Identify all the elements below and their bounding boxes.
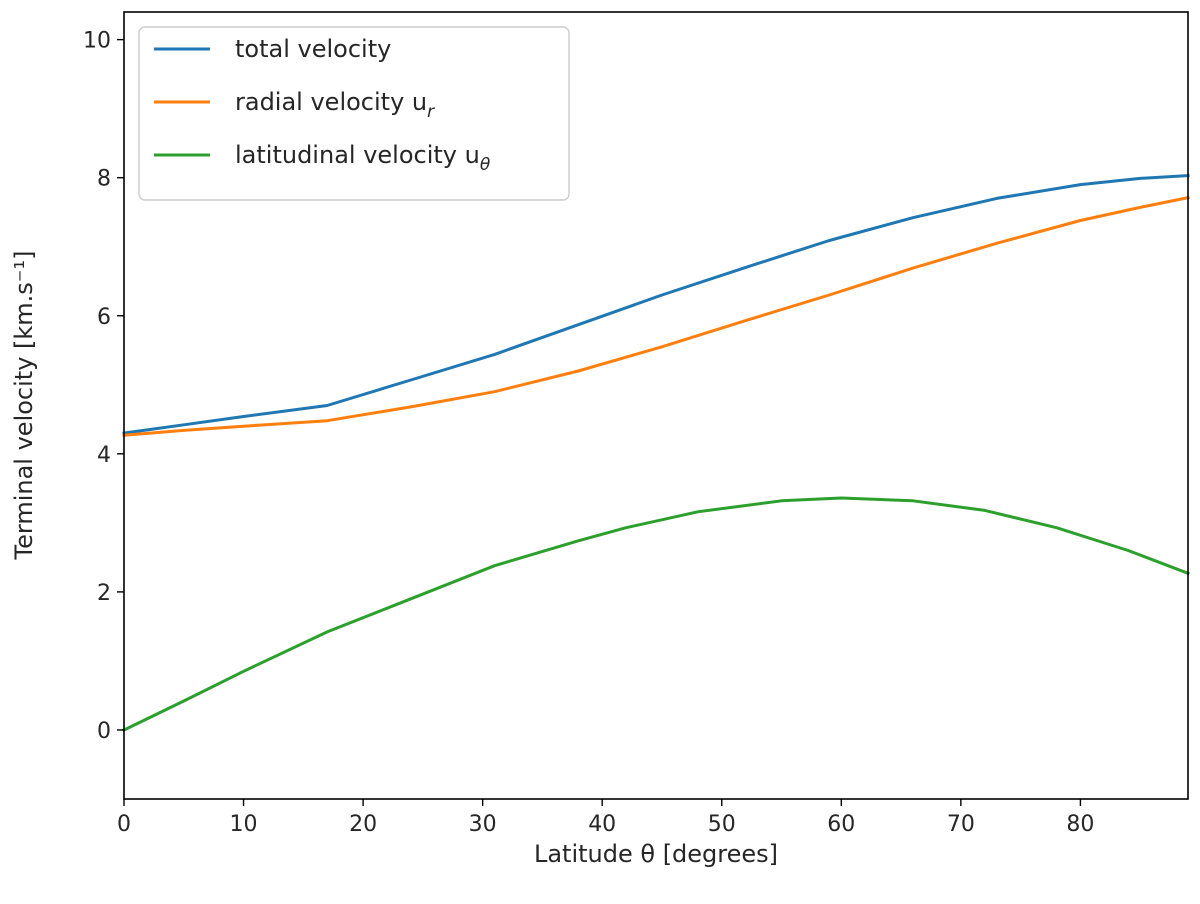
- legend-label-main: radial velocity u: [235, 88, 427, 116]
- legend-label-subscript: θ: [480, 155, 491, 175]
- y-tick-label: 10: [83, 29, 111, 54]
- x-tick-label: 50: [708, 812, 736, 837]
- series-line-3: [121, 496, 1190, 733]
- y-tick-label: 6: [97, 305, 111, 330]
- y-axis-ticks: 0 2 4 6 8 10: [83, 29, 124, 744]
- plot-frame: [123, 11, 1189, 800]
- legend: total velocity radial velocity ur latitudi…: [138, 26, 570, 201]
- series-line-1: [122, 174, 1190, 435]
- y-tick-label: 4: [97, 443, 111, 468]
- x-tick-label: 30: [469, 812, 497, 837]
- x-tick-label: 10: [230, 812, 258, 837]
- x-tick-label: 0: [117, 812, 131, 837]
- x-tick-label: 70: [947, 812, 975, 837]
- x-tick-label: 20: [349, 812, 377, 837]
- x-tick-label: 80: [1066, 812, 1094, 837]
- x-axis-ticks: 0 10 20 30 40 50 60 70 80: [117, 799, 1094, 837]
- y-tick-label: 0: [97, 719, 111, 744]
- x-axis-label: Latitude θ [degrees]: [534, 840, 778, 868]
- series-line-2: [122, 195, 1190, 437]
- legend-box: [138, 26, 570, 201]
- y-axis-label: Terminal velocity [km.s⁻¹]: [10, 251, 38, 561]
- series-group: [121, 174, 1190, 733]
- legend-label-subscript: r: [427, 102, 435, 122]
- legend-label-main: total velocity: [235, 35, 391, 63]
- legend-label-3: latitudinal velocity uθ: [235, 141, 491, 175]
- legend-label-2: radial velocity ur: [235, 88, 435, 122]
- y-tick-label: 2: [97, 581, 111, 606]
- y-tick-label: 8: [97, 167, 111, 192]
- legend-label-main: latitudinal velocity u: [235, 141, 480, 169]
- legend-label-1: total velocity: [235, 35, 391, 63]
- x-tick-label: 60: [827, 812, 855, 837]
- x-tick-label: 40: [588, 812, 616, 837]
